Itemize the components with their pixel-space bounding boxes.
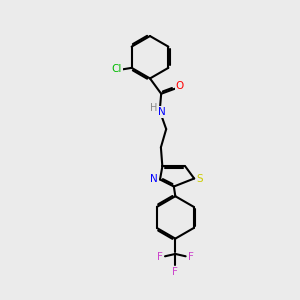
Text: N: N	[150, 174, 158, 184]
Text: F: F	[188, 253, 194, 262]
Text: O: O	[175, 81, 184, 91]
Text: S: S	[197, 173, 203, 184]
Text: F: F	[157, 253, 163, 262]
Text: N: N	[158, 107, 166, 117]
Text: H: H	[150, 103, 157, 113]
Text: Cl: Cl	[112, 64, 122, 74]
Text: F: F	[172, 267, 178, 277]
